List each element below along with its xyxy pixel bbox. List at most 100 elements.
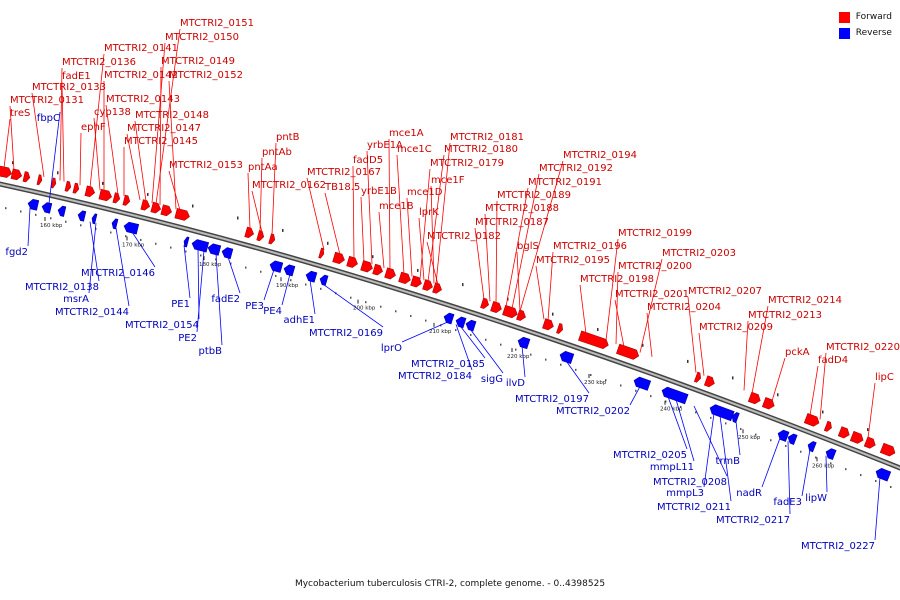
- forward-gene: [22, 171, 31, 183]
- leader-line: [615, 271, 619, 345]
- leader-line: [511, 173, 540, 309]
- axis-line: [0, 183, 900, 470]
- tick-mark: [575, 368, 577, 371]
- leader-line: [251, 190, 263, 233]
- gene-label-mtctri2-0145: MTCTRI2_0145: [124, 136, 198, 147]
- gene-label-fadd4: fadD4: [818, 355, 848, 366]
- gene-label-mtctri2-0169: MTCTRI2_0169: [309, 328, 383, 339]
- leader-line: [79, 132, 82, 186]
- tick-mark: [800, 450, 802, 453]
- genome-axis: [0, 181, 900, 471]
- forward-gene: [174, 208, 190, 221]
- gene-label-mtctri2-0131: MTCTRI2_0131: [10, 95, 84, 106]
- gene-label-mtctri2-0214: MTCTRI2_0214: [768, 295, 842, 306]
- tick-mark: [605, 379, 607, 382]
- leader-line: [505, 187, 529, 307]
- leader-line: [719, 415, 732, 502]
- gene-label-mtctri2-0142: MTCTRI2_0142: [104, 70, 178, 81]
- leader-line: [867, 382, 876, 439]
- reverse-gene: [41, 202, 53, 214]
- gene-label-mtctri2-0196: MTCTRI2_0196: [553, 241, 627, 252]
- gene-label-fade2: fadE2: [211, 294, 240, 305]
- gene-label-ptbb: ptbB: [199, 346, 223, 357]
- gene-label-mtctri2-0198: MTCTRI2_0198: [580, 274, 654, 285]
- gene-label-mtctri2-0167: MTCTRI2_0167: [307, 167, 381, 178]
- reverse-gene: [777, 429, 790, 442]
- tick-mark: [425, 319, 427, 322]
- forward-gene: [72, 182, 80, 194]
- leader-line: [151, 42, 166, 204]
- leader-line: [159, 66, 162, 206]
- tick-mark: [320, 287, 322, 290]
- leader-line: [401, 321, 449, 343]
- gene-label-mtctri2-0204: MTCTRI2_0204: [647, 302, 721, 313]
- legend-reverse-label: Reverse: [855, 28, 892, 38]
- tick-mark: [365, 301, 367, 304]
- gene-label-cyp138: cyp138: [94, 107, 131, 118]
- reverse-gene: [709, 404, 735, 422]
- leader-line: [469, 328, 504, 374]
- leader-line: [819, 352, 827, 420]
- gene-label-mtctri2-0194: MTCTRI2_0194: [563, 150, 637, 161]
- leader-line: [675, 399, 695, 462]
- gene-label-mtctri2-0211: MTCTRI2_0211: [657, 502, 731, 513]
- gene-label-mtctri2-0208: MTCTRI2_0208: [653, 477, 727, 488]
- tick-mark: [395, 310, 397, 313]
- leader-line: [134, 120, 147, 202]
- tick-mark: [710, 416, 712, 419]
- gene-label-mtctri2-0150: MTCTRI2_0150: [165, 32, 239, 43]
- leader-line: [352, 165, 355, 259]
- tick-mark: [65, 220, 67, 223]
- leader-line: [406, 197, 413, 277]
- leader-line: [396, 154, 405, 275]
- leader-line: [687, 296, 697, 373]
- gene-label-mce1f: mce1F: [431, 175, 465, 186]
- map-caption: Mycobacterium tuberculosis CTRI-2, compl…: [294, 579, 606, 589]
- gene-label-mtctri2-0200: MTCTRI2_0200: [618, 261, 692, 272]
- gene-label-ilvd: ilvD: [506, 378, 525, 389]
- forward-gene: [360, 260, 373, 273]
- leader-line: [105, 104, 119, 195]
- tick-mark: [867, 428, 869, 432]
- gene-label-mtctri2-0209: MTCTRI2_0209: [699, 322, 773, 333]
- leader-line: [227, 256, 241, 294]
- tick-mark: [215, 258, 217, 261]
- leader-line: [115, 227, 130, 307]
- tick-mark: [455, 329, 457, 332]
- leader-line: [825, 455, 828, 493]
- forward-gene: [10, 168, 23, 181]
- leader-line: [309, 279, 316, 315]
- leader-line: [59, 67, 63, 181]
- leader-line: [89, 53, 105, 188]
- leader-line: [521, 345, 526, 378]
- leader-line: [516, 251, 521, 312]
- forward-gene: [346, 255, 358, 268]
- forward-gene: [863, 436, 876, 449]
- gene-label-fade1: fadE1: [62, 71, 91, 82]
- tick-mark: [155, 242, 157, 245]
- gene-label-mmpl11: mmpL11: [650, 462, 694, 473]
- leader-line: [787, 441, 791, 515]
- gene-label-mtctri2-0153: MTCTRI2_0153: [169, 160, 243, 171]
- leader-line: [474, 227, 485, 300]
- forward-gene: [490, 300, 502, 313]
- leader-line: [703, 413, 715, 488]
- leader-line: [281, 274, 291, 306]
- leader-line: [809, 365, 819, 416]
- gene-label-mtctri2-0191: MTCTRI2_0191: [528, 177, 602, 188]
- tick-mark: [200, 254, 202, 257]
- tick-mark: [785, 444, 787, 447]
- leader-line: [131, 231, 156, 268]
- forward-gene: [244, 226, 255, 239]
- leader-line: [419, 168, 431, 280]
- gene-label-trmb: trmB: [716, 456, 741, 467]
- tick-mark: [275, 274, 277, 277]
- reverse-gene: [559, 351, 575, 364]
- gene-label-mce1a: mce1A: [389, 128, 424, 139]
- leader-line: [215, 253, 223, 346]
- leader-line: [31, 92, 45, 177]
- tick-mark: [830, 462, 832, 465]
- gene-label-mtctri2-0181: MTCTRI2_0181: [450, 132, 524, 143]
- tick-mark: [50, 217, 52, 220]
